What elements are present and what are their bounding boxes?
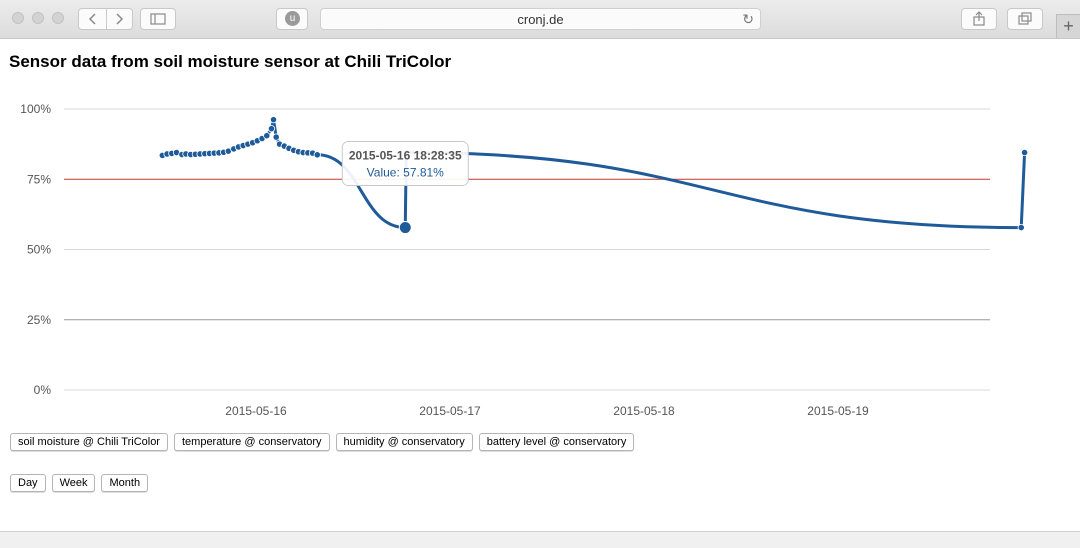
y-axis: 0% 25% 50% 75% 100% (20, 102, 51, 397)
extension-button[interactable]: u (276, 8, 308, 30)
data-point[interactable] (267, 125, 276, 133)
range-button[interactable]: Day (10, 474, 46, 492)
series-points (158, 116, 1029, 235)
data-point[interactable] (263, 132, 271, 140)
chevron-right-icon (116, 13, 124, 25)
address-bar[interactable]: cronj.de ↻ (320, 8, 761, 30)
y-tick-label: 25% (27, 313, 51, 327)
sensor-button[interactable]: battery level @ conservatory (478, 433, 635, 451)
forward-button[interactable] (106, 9, 133, 29)
page-title: Sensor data from soil moisture sensor at… (9, 52, 452, 71)
y-tick-label: 100% (20, 102, 51, 116)
x-tick-label: 2015-05-19 (807, 404, 869, 418)
series-line (161, 119, 1027, 230)
data-point[interactable] (272, 133, 280, 141)
y-tick-label: 0% (34, 383, 52, 397)
back-button[interactable] (79, 9, 107, 29)
data-point[interactable] (313, 151, 321, 159)
x-tick-label: 2015-05-16 (225, 404, 287, 418)
data-point[interactable] (1020, 148, 1029, 157)
history-nav-group (78, 8, 133, 30)
moisture-chart: 0%25%50%75%100% 2015-05-16 2015-05-17 2015… (20, 102, 1029, 418)
sidebar-button[interactable] (140, 8, 176, 30)
share-button[interactable] (961, 8, 997, 30)
range-button[interactable]: Week (51, 474, 96, 492)
x-tick-label: 2015-05-18 (613, 404, 675, 418)
y-tick-label: 75% (27, 172, 51, 186)
sidebar-icon (150, 13, 166, 25)
status-bar (0, 531, 1080, 548)
close-window-button[interactable] (12, 12, 24, 24)
y-tick-label: 50% (27, 243, 51, 257)
x-tick-label: 2015-05-17 (419, 404, 481, 418)
tabs-overview-button[interactable] (1007, 8, 1043, 30)
range-button-row: Day Week Month (10, 473, 154, 492)
x-axis: 2015-05-16 2015-05-17 2015-05-18 2015-05-19 (225, 404, 869, 418)
reload-icon[interactable]: ↻ (742, 11, 754, 27)
chevron-left-icon (88, 13, 96, 25)
zoom-window-button[interactable] (52, 12, 64, 24)
sensor-button[interactable]: soil moisture @ Chili TriColor (10, 433, 168, 451)
minimize-window-button[interactable] (32, 12, 44, 24)
tooltip-box (341, 141, 469, 187)
extension-icon: u (285, 11, 300, 26)
tooltip-time: 2015-05-16 18:28:35 (349, 149, 462, 163)
tooltip: 2015-05-16 18:28:35 Value: 57.81% (341, 141, 469, 187)
share-icon (973, 11, 985, 26)
browser-toolbar: u cronj.de ↻ + (0, 0, 1080, 39)
tabs-icon (1018, 12, 1032, 25)
data-point[interactable] (1017, 223, 1025, 232)
highlighted-point[interactable] (398, 221, 412, 235)
tooltip-value: Value: 57.81% (367, 166, 444, 180)
chart-grid (64, 108, 990, 391)
url-text: cronj.de (517, 12, 564, 27)
data-point[interactable] (269, 116, 278, 124)
new-tab-button[interactable]: + (1056, 14, 1080, 38)
range-button[interactable]: Month (101, 474, 149, 492)
sensor-button-row: soil moisture @ Chili TriColor temperatur… (10, 432, 640, 451)
sensor-button[interactable]: humidity @ conservatory (335, 433, 473, 451)
sensor-button[interactable]: temperature @ conservatory (173, 433, 330, 451)
